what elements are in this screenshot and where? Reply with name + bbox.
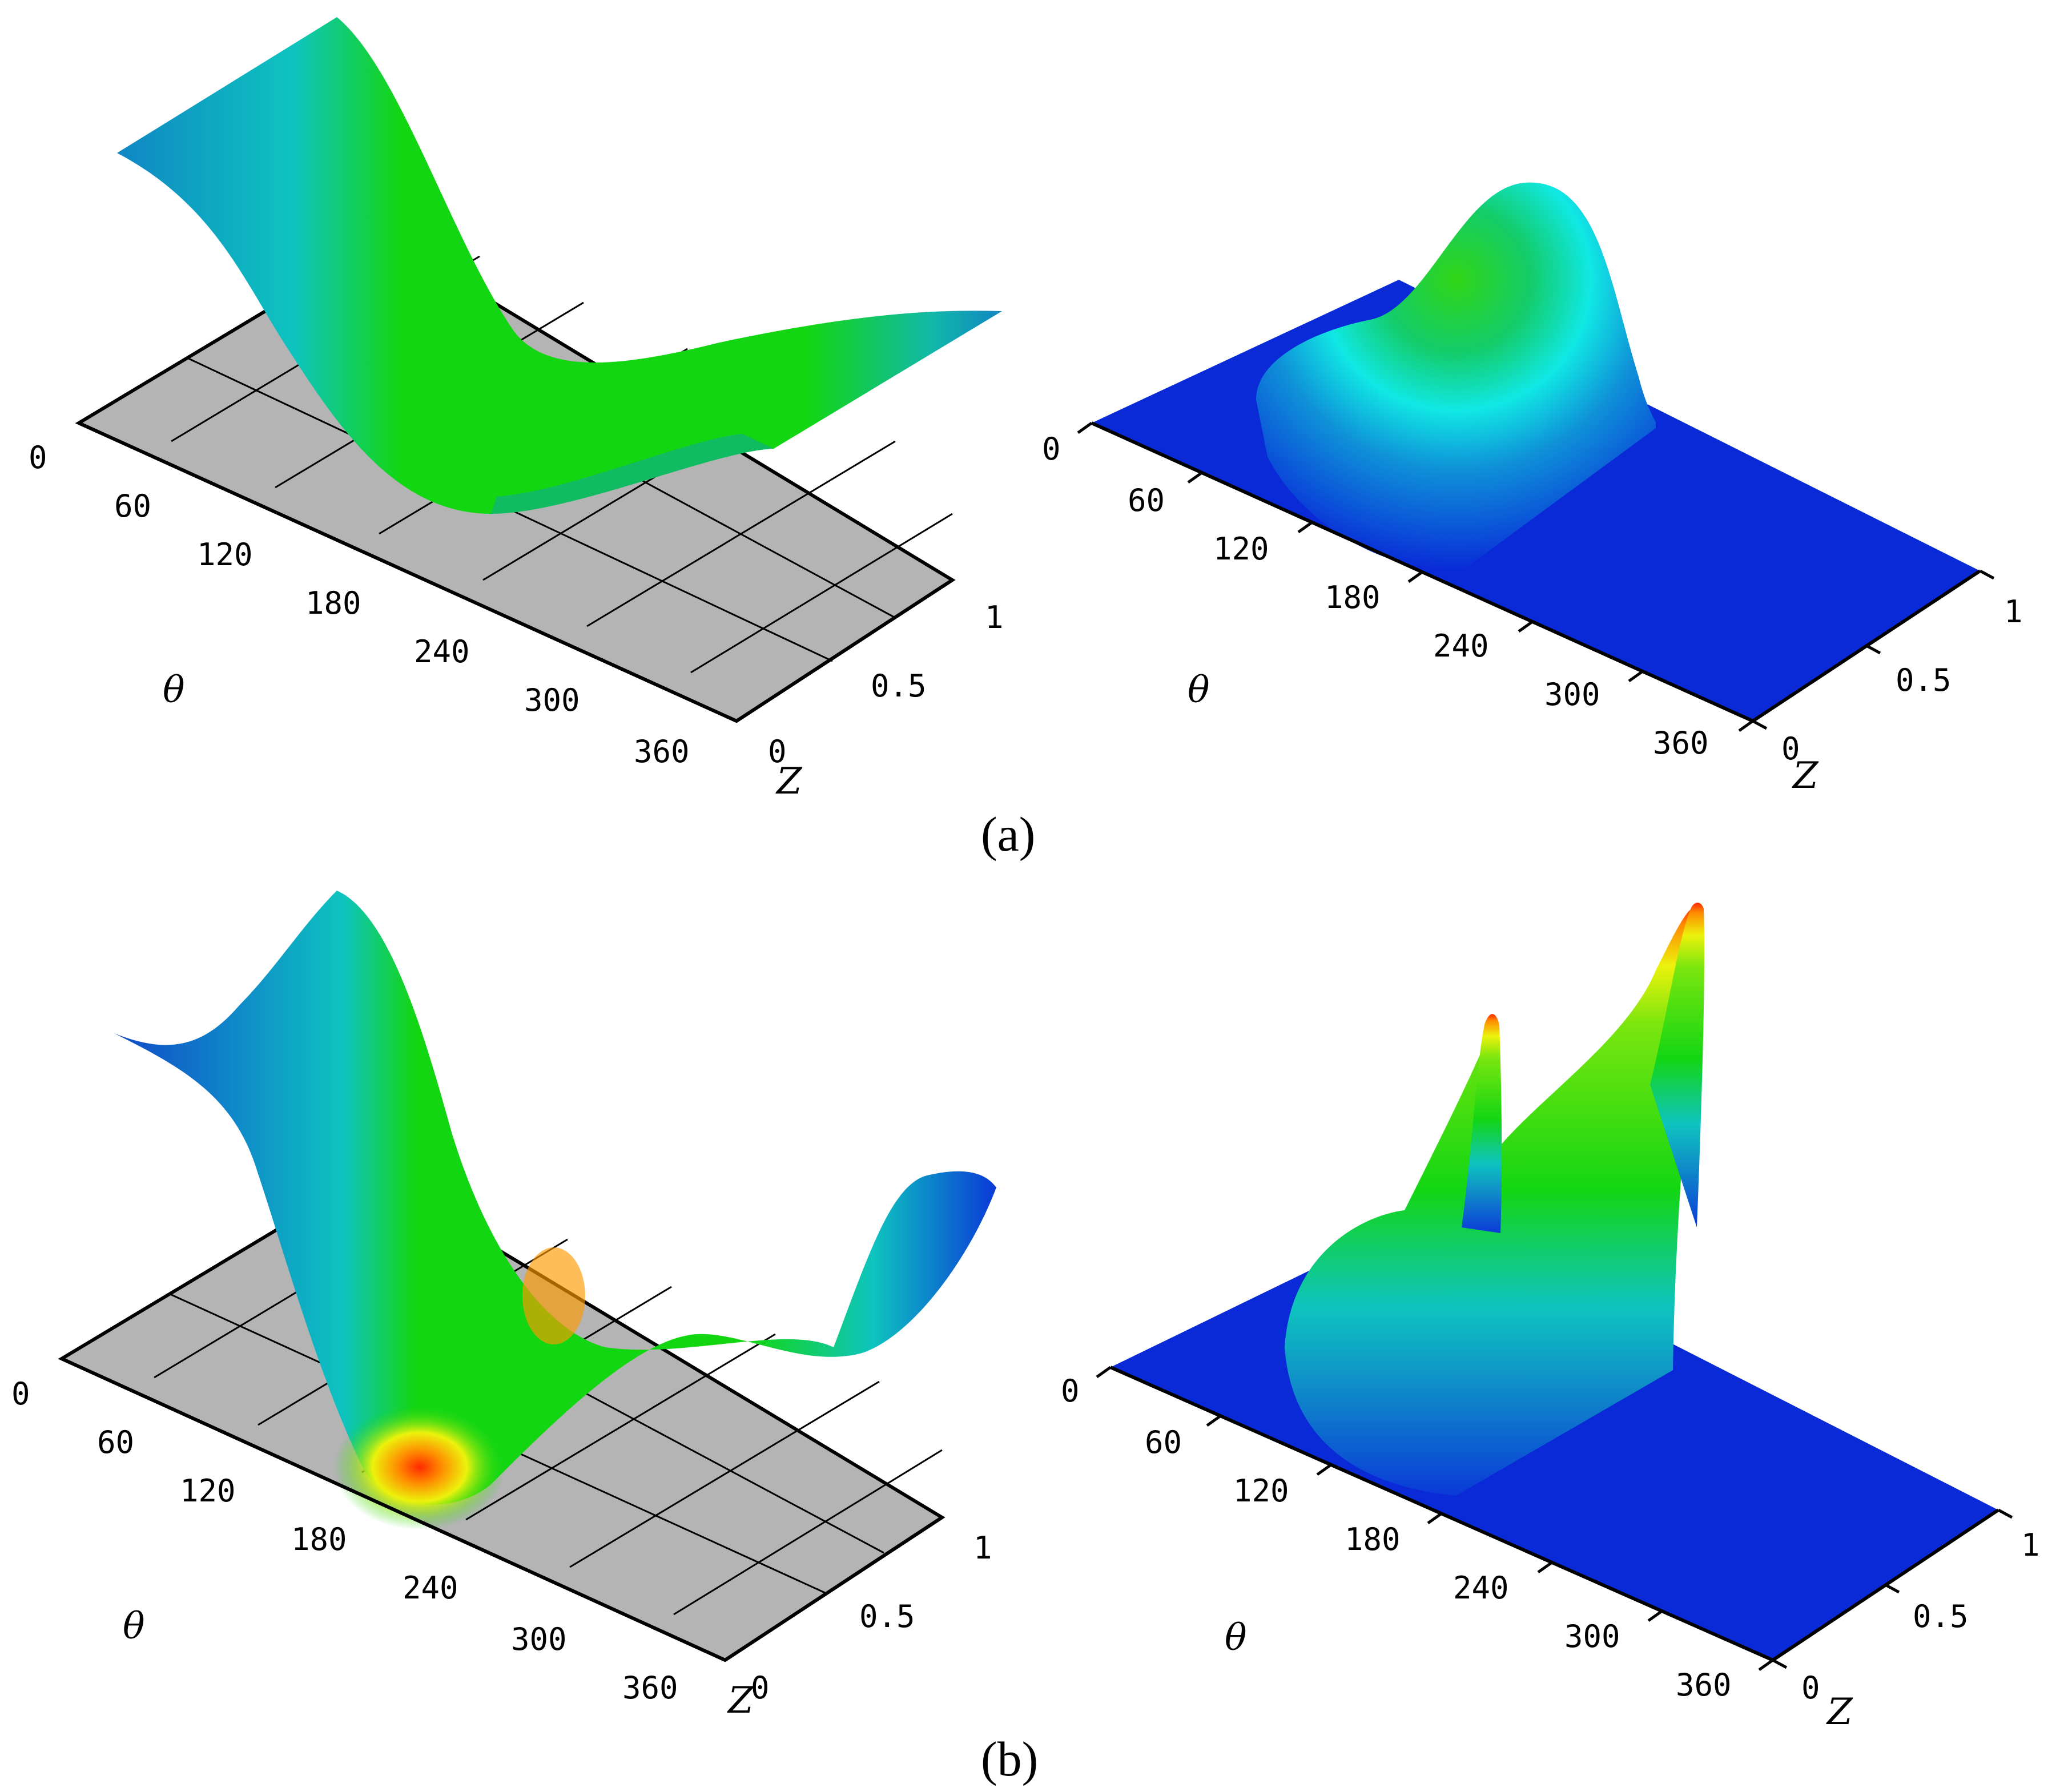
tick-theta-300: 300 bbox=[1564, 1618, 1620, 1654]
tick-theta-60: 60 bbox=[114, 488, 151, 524]
tick-theta-0: 0 bbox=[1042, 431, 1061, 467]
tick-theta-120: 120 bbox=[180, 1473, 236, 1509]
tick-z-1: 1 bbox=[973, 1530, 992, 1566]
xlabel-theta: θ bbox=[1225, 1617, 1247, 1659]
theta-axis bbox=[78, 421, 738, 723]
panel-label-b: (b) bbox=[981, 1731, 1038, 1786]
panel-label-a: (a) bbox=[981, 807, 1035, 861]
surface-hotspot bbox=[334, 1404, 505, 1530]
tick-theta-0: 0 bbox=[11, 1376, 30, 1412]
surface-peak-1 bbox=[1462, 1014, 1502, 1233]
ylabel-z: Z bbox=[1826, 1691, 1853, 1733]
tick-z-0.5: 0.5 bbox=[1896, 662, 1952, 698]
surface bbox=[114, 891, 996, 1505]
tick-theta-0: 0 bbox=[29, 440, 47, 476]
panel-b-left-plot: 0 60 120 180 240 300 360 0 0.5 1 θ Z bbox=[11, 891, 996, 1722]
xlabel-theta: θ bbox=[123, 1605, 145, 1648]
z-tick-marks bbox=[1752, 569, 1995, 730]
tick-theta-240: 240 bbox=[414, 634, 470, 670]
tick-theta-120: 120 bbox=[197, 537, 253, 573]
tick-z-0: 0 bbox=[1801, 1670, 1820, 1706]
panel-a-right-plot: 0 60 120 180 240 300 360 0 0.5 1 θ Z bbox=[1042, 182, 2023, 797]
surface bbox=[1256, 182, 1656, 571]
tick-theta-300: 300 bbox=[511, 1621, 567, 1657]
surface-shade bbox=[491, 434, 774, 514]
tick-z-1: 1 bbox=[985, 599, 1004, 635]
tick-theta-60: 60 bbox=[1145, 1424, 1182, 1460]
panel-a-left-plot: 0 60 120 180 240 300 360 0 0.5 1 θ Z bbox=[29, 17, 1004, 803]
tick-z-0: 0 bbox=[768, 734, 787, 770]
tick-theta-180: 180 bbox=[1325, 579, 1381, 615]
xlabel-theta: θ bbox=[1188, 669, 1210, 711]
tick-z-1: 1 bbox=[2021, 1527, 2040, 1563]
tick-theta-120: 120 bbox=[1213, 531, 1269, 567]
tick-theta-360: 360 bbox=[634, 734, 690, 770]
tick-z-0.5: 0.5 bbox=[859, 1598, 915, 1634]
tick-theta-360: 360 bbox=[1676, 1667, 1732, 1703]
theta-tick-marks bbox=[1077, 421, 1754, 732]
tick-z-0: 0 bbox=[751, 1670, 770, 1706]
tick-theta-240: 240 bbox=[1453, 1570, 1509, 1606]
surface-peak-2 bbox=[1650, 903, 1705, 1227]
z-tick-marks bbox=[1772, 1508, 2013, 1669]
tick-theta-0: 0 bbox=[1061, 1373, 1080, 1409]
tick-theta-120: 120 bbox=[1233, 1473, 1289, 1509]
surface-hotspot-side bbox=[522, 1247, 585, 1344]
tick-theta-240: 240 bbox=[403, 1570, 458, 1606]
tick-theta-300: 300 bbox=[1544, 676, 1600, 712]
ylabel-z: Z bbox=[727, 1680, 754, 1722]
xlabel-theta: θ bbox=[163, 669, 185, 711]
tick-theta-180: 180 bbox=[1345, 1521, 1401, 1557]
tick-theta-300: 300 bbox=[524, 682, 580, 718]
ylabel-z: Z bbox=[1792, 755, 1819, 797]
tick-theta-60: 60 bbox=[1128, 482, 1165, 518]
tick-theta-240: 240 bbox=[1433, 628, 1489, 664]
theta-axis bbox=[61, 1357, 726, 1662]
tick-theta-180: 180 bbox=[305, 585, 361, 621]
tick-theta-360: 360 bbox=[1653, 725, 1709, 761]
theta-tick-marks bbox=[1096, 1366, 1774, 1672]
tick-z-0.5: 0.5 bbox=[871, 668, 927, 704]
surface bbox=[117, 17, 1002, 514]
ylabel-z: Z bbox=[775, 760, 803, 803]
tick-z-0: 0 bbox=[1781, 731, 1800, 767]
z-axis bbox=[735, 578, 953, 723]
z-axis bbox=[724, 1516, 943, 1662]
tick-z-0.5: 0.5 bbox=[1913, 1598, 1969, 1634]
tick-theta-60: 60 bbox=[97, 1424, 134, 1460]
tick-z-1: 1 bbox=[2004, 594, 2023, 630]
panel-b-right-plot: 0 60 120 180 240 300 360 0 0.5 1 θ Z bbox=[1061, 903, 2040, 1733]
tick-theta-180: 180 bbox=[291, 1521, 347, 1557]
tick-theta-360: 360 bbox=[622, 1670, 678, 1706]
